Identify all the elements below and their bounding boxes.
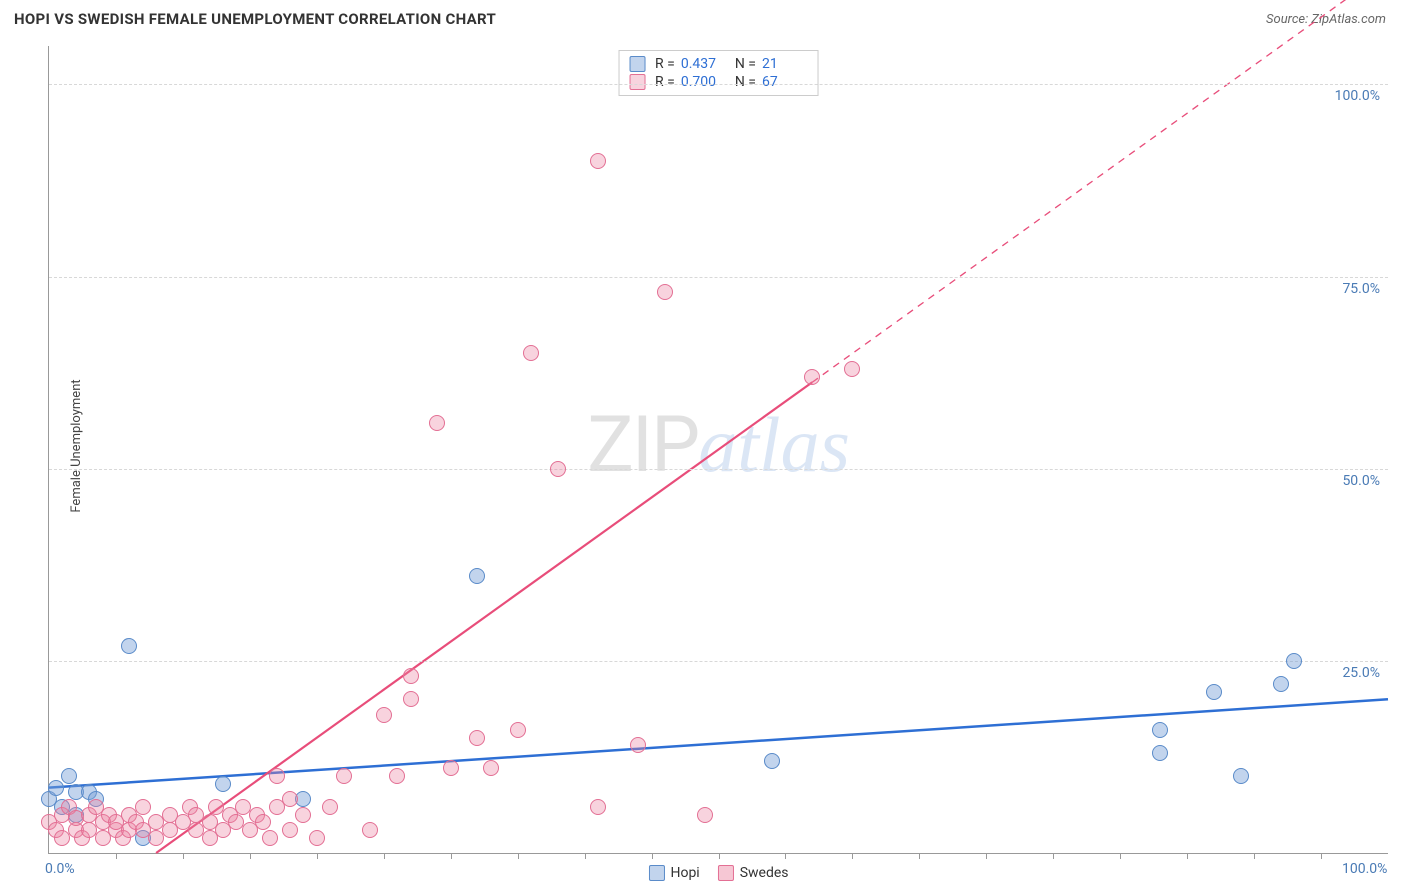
x-tick-mark (785, 853, 786, 859)
data-point (282, 822, 298, 838)
x-tick-mark (585, 853, 586, 859)
hopi-swatch (629, 56, 645, 72)
x-tick-mark (317, 853, 318, 859)
y-tick-label: 50.0% (1342, 473, 1380, 489)
y-tick-label: 25.0% (1342, 665, 1380, 681)
legend-row-hopi: R = 0.437 N = 21 (629, 55, 806, 73)
data-point (376, 707, 392, 723)
scatter-chart: ZIPatlas R = 0.437 N = 21 R = 0.700 N = … (48, 46, 1388, 854)
x-tick-label: 100.0% (1342, 861, 1387, 877)
data-point (403, 668, 419, 684)
x-tick-mark (183, 853, 184, 859)
data-point (469, 568, 485, 584)
data-point (510, 722, 526, 738)
gridline (49, 469, 1388, 470)
swedes-swatch-icon (718, 865, 734, 881)
data-point (255, 814, 271, 830)
data-point (135, 799, 151, 815)
data-point (804, 369, 820, 385)
x-tick-mark (1254, 853, 1255, 859)
x-tick-label: 0.0% (45, 861, 75, 877)
data-point (282, 791, 298, 807)
x-tick-mark (719, 853, 720, 859)
watermark: ZIPatlas (587, 399, 850, 490)
data-point (429, 415, 445, 431)
data-point (590, 153, 606, 169)
x-tick-mark (852, 853, 853, 859)
data-point (1286, 653, 1302, 669)
data-point (550, 461, 566, 477)
data-point (1152, 745, 1168, 761)
hopi-swatch-icon (648, 865, 664, 881)
data-point (1233, 768, 1249, 784)
data-point (630, 737, 646, 753)
trend-lines (49, 46, 1388, 853)
data-point (1273, 676, 1289, 692)
x-tick-mark (384, 853, 385, 859)
data-point (443, 760, 459, 776)
data-point (1152, 722, 1168, 738)
data-point (322, 799, 338, 815)
data-point (657, 284, 673, 300)
chart-header: HOPI VS SWEDISH FEMALE UNEMPLOYMENT CORR… (0, 0, 1406, 34)
data-point (844, 361, 860, 377)
data-point (483, 760, 499, 776)
legend-item-hopi: Hopi (648, 865, 699, 881)
data-point (262, 830, 278, 846)
data-point (469, 730, 485, 746)
data-point (309, 830, 325, 846)
series-legend: Hopi Swedes (648, 865, 788, 881)
y-tick-label: 100.0% (1335, 88, 1380, 104)
x-tick-mark (1187, 853, 1188, 859)
x-tick-mark (518, 853, 519, 859)
x-tick-mark (652, 853, 653, 859)
data-point (215, 776, 231, 792)
data-point (295, 807, 311, 823)
data-point (523, 345, 539, 361)
data-point (336, 768, 352, 784)
x-tick-mark (1321, 853, 1322, 859)
chart-title: HOPI VS SWEDISH FEMALE UNEMPLOYMENT CORR… (14, 10, 496, 28)
y-tick-label: 75.0% (1342, 281, 1380, 297)
x-tick-mark (451, 853, 452, 859)
gridline (49, 277, 1388, 278)
x-tick-mark (919, 853, 920, 859)
data-point (362, 822, 378, 838)
x-tick-mark (116, 853, 117, 859)
data-point (61, 768, 77, 784)
x-tick-mark (1120, 853, 1121, 859)
gridline (49, 661, 1388, 662)
data-point (389, 768, 405, 784)
data-point (403, 691, 419, 707)
legend-row-swedes: R = 0.700 N = 67 (629, 73, 806, 91)
gridline (49, 84, 1388, 85)
x-tick-mark (250, 853, 251, 859)
data-point (764, 753, 780, 769)
chart-source: Source: ZipAtlas.com (1266, 12, 1386, 27)
data-point (121, 638, 137, 654)
data-point (697, 807, 713, 823)
x-tick-mark (1053, 853, 1054, 859)
data-point (590, 799, 606, 815)
data-point (48, 780, 64, 796)
swedes-swatch (629, 74, 645, 90)
x-tick-mark (986, 853, 987, 859)
correlation-legend: R = 0.437 N = 21 R = 0.700 N = 67 (618, 50, 819, 96)
legend-item-swedes: Swedes (718, 865, 789, 881)
data-point (269, 768, 285, 784)
data-point (1206, 684, 1222, 700)
